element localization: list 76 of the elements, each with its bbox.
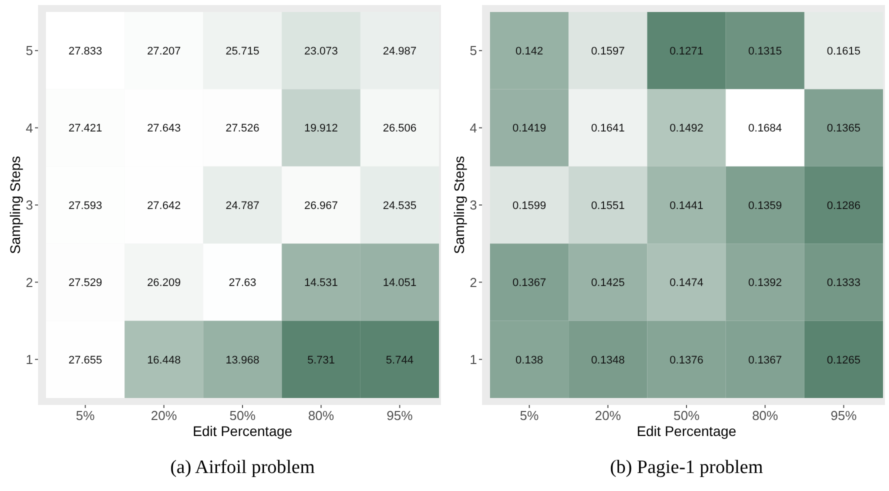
data-label: 0.138 xyxy=(516,354,544,366)
x-tick-label: 20% xyxy=(594,408,622,423)
x-tick-label: 50% xyxy=(229,408,256,423)
data-label: 0.142 xyxy=(516,45,544,58)
data-label: 0.1333 xyxy=(826,277,861,290)
data-label: 27.643 xyxy=(147,122,181,135)
data-label: 5.744 xyxy=(386,354,414,366)
x-tick-label: 80% xyxy=(752,408,779,423)
y-tick-label: 5 xyxy=(26,43,33,58)
y-tick-label: 2 xyxy=(26,274,33,290)
y-tick-label: 1 xyxy=(470,352,477,367)
data-label: 27.655 xyxy=(68,354,102,366)
data-label: 0.1359 xyxy=(748,200,782,212)
y-tick-label: 3 xyxy=(470,198,477,213)
data-label: 24.535 xyxy=(382,200,417,212)
data-label: 23.073 xyxy=(304,45,338,58)
data-label: 0.1684 xyxy=(748,122,782,135)
x-tick-label: 50% xyxy=(673,408,700,423)
text: (a) Airfoil problem xyxy=(170,457,315,478)
data-label: 0.1597 xyxy=(591,45,625,58)
text: (b) Pagie-1 problem xyxy=(610,457,764,478)
y-tick-label: 4 xyxy=(26,120,33,136)
data-label: 25.715 xyxy=(226,45,260,58)
data-label: 19.912 xyxy=(304,122,338,135)
data-label: 0.1365 xyxy=(826,122,861,135)
y-axis-title: Sampling Steps xyxy=(7,156,23,254)
data-label: 27.63 xyxy=(228,277,256,290)
data-label: 0.1367 xyxy=(748,354,782,366)
x-tick-label: 20% xyxy=(150,408,178,423)
data-label: 0.1286 xyxy=(826,200,861,212)
y-tick-label: 5 xyxy=(470,43,477,58)
data-label: 0.1641 xyxy=(591,122,625,135)
data-label: 0.1376 xyxy=(670,354,704,366)
x-tick-label: 95% xyxy=(830,408,858,423)
data-label: 16.448 xyxy=(147,354,181,366)
data-label: 27.833 xyxy=(68,45,102,58)
data-label: 0.1551 xyxy=(591,200,625,212)
data-label: 26.506 xyxy=(382,122,417,135)
data-label: 13.968 xyxy=(226,354,260,366)
data-label: 0.1265 xyxy=(826,354,861,366)
data-label: 5.731 xyxy=(307,354,335,366)
data-label: 27.421 xyxy=(68,122,102,135)
x-tick-label: 5% xyxy=(520,408,540,423)
y-tick-label: 2 xyxy=(470,274,477,290)
data-label: 26.967 xyxy=(304,200,338,212)
data-label: 26.209 xyxy=(147,277,181,290)
x-axis-title: Edit Percentage xyxy=(192,423,293,439)
data-label: 27.207 xyxy=(147,45,181,58)
data-label: 0.1419 xyxy=(512,122,546,135)
x-tick-label: 95% xyxy=(386,408,414,423)
data-label: 24.787 xyxy=(226,200,260,212)
y-tick-label: 4 xyxy=(470,120,477,136)
x-tick-label: 80% xyxy=(308,408,335,423)
x-axis-title: Edit Percentage xyxy=(636,423,737,439)
data-label: 0.1348 xyxy=(591,354,625,366)
data-label: 0.1315 xyxy=(748,45,782,58)
data-label: 14.051 xyxy=(382,277,417,290)
data-label: 0.1615 xyxy=(826,45,861,58)
data-label: 0.1425 xyxy=(591,277,625,290)
data-label: 0.1599 xyxy=(512,200,546,212)
data-label: 0.1492 xyxy=(670,122,704,135)
data-label: 24.987 xyxy=(382,45,417,58)
data-label: 27.593 xyxy=(68,200,102,212)
data-label: 27.529 xyxy=(68,277,102,290)
data-label: 0.1441 xyxy=(670,200,704,212)
data-label: 0.1474 xyxy=(670,277,704,290)
y-tick-label: 3 xyxy=(26,198,33,213)
y-axis-title: Sampling Steps xyxy=(451,156,467,254)
data-label: 27.526 xyxy=(226,122,260,135)
data-label: 14.531 xyxy=(304,277,338,290)
data-label: 27.642 xyxy=(147,200,181,212)
x-tick-label: 5% xyxy=(76,408,96,423)
data-label: 0.1392 xyxy=(748,277,782,290)
data-label: 0.1271 xyxy=(670,45,704,58)
y-tick-label: 1 xyxy=(26,352,33,367)
data-label: 0.1367 xyxy=(512,277,546,290)
